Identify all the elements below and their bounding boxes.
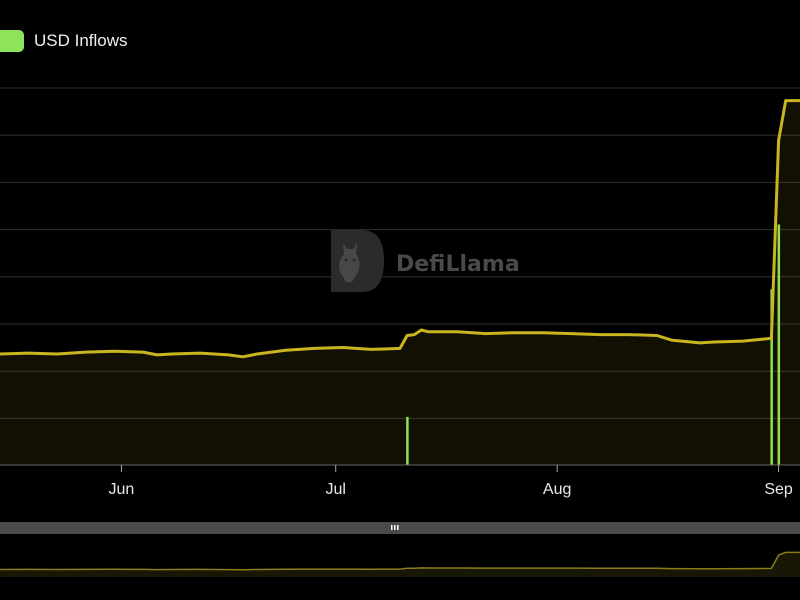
x-tick-label-jun: Jun — [109, 481, 135, 498]
line-series — [0, 99, 800, 359]
legend-label-usd-inflows: USD Inflows — [34, 31, 128, 50]
range-slider[interactable] — [0, 522, 800, 577]
watermark-text: DefiLlama — [396, 252, 520, 277]
legend-swatch — [0, 30, 24, 52]
x-tick-label-jul: Jul — [325, 481, 345, 498]
inflow-bar-2 — [777, 224, 781, 465]
x-axis-ticks: Jun Jul Aug Sep — [109, 465, 793, 498]
legend[interactable]: USD Inflows — [0, 30, 128, 52]
slider-bar — [0, 522, 800, 534]
navigator-line — [0, 551, 800, 571]
bar-series — [406, 224, 781, 465]
inflow-bar-1 — [770, 289, 773, 465]
slider-handle-grip-icon[interactable] — [391, 525, 399, 530]
x-tick-label-sep: Sep — [764, 481, 793, 498]
watermark: DefiLlama — [331, 230, 520, 292]
area-fill — [0, 100, 800, 465]
navigator-area — [0, 552, 800, 577]
grid-lines — [0, 87, 800, 419]
x-tick-label-aug: Aug — [543, 481, 571, 498]
defillama-logo-icon — [331, 230, 384, 292]
inflow-bar-0 — [406, 416, 409, 465]
